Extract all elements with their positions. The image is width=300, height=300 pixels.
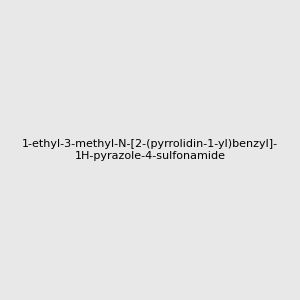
- Text: 1-ethyl-3-methyl-N-[2-(pyrrolidin-1-yl)benzyl]-
1H-pyrazole-4-sulfonamide: 1-ethyl-3-methyl-N-[2-(pyrrolidin-1-yl)b…: [22, 139, 278, 161]
